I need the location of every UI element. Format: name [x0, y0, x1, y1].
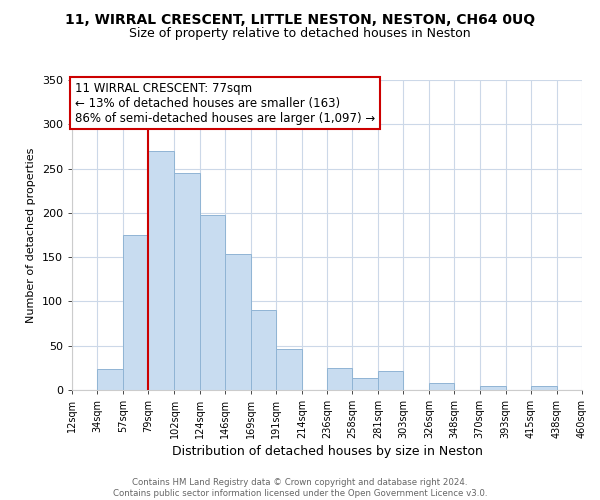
- Text: Contains HM Land Registry data © Crown copyright and database right 2024.
Contai: Contains HM Land Registry data © Crown c…: [113, 478, 487, 498]
- Text: 11, WIRRAL CRESCENT, LITTLE NESTON, NESTON, CH64 0UQ: 11, WIRRAL CRESCENT, LITTLE NESTON, NEST…: [65, 12, 535, 26]
- Bar: [123, 235, 148, 390]
- Bar: [175, 173, 199, 390]
- Bar: [276, 350, 302, 390]
- Bar: [430, 383, 455, 390]
- X-axis label: Distribution of detached houses by size in Neston: Distribution of detached houses by size …: [172, 446, 482, 458]
- Bar: [199, 214, 224, 390]
- Bar: [531, 386, 557, 390]
- Y-axis label: Number of detached properties: Number of detached properties: [26, 148, 36, 322]
- Text: Size of property relative to detached houses in Neston: Size of property relative to detached ho…: [129, 28, 471, 40]
- Text: 11 WIRRAL CRESCENT: 77sqm
← 13% of detached houses are smaller (163)
86% of semi: 11 WIRRAL CRESCENT: 77sqm ← 13% of detac…: [74, 82, 375, 124]
- Bar: [251, 310, 276, 390]
- Bar: [352, 378, 378, 390]
- Bar: [224, 254, 251, 390]
- Bar: [97, 368, 123, 390]
- Bar: [327, 368, 352, 390]
- Bar: [479, 386, 506, 390]
- Bar: [378, 372, 403, 390]
- Bar: [148, 151, 175, 390]
